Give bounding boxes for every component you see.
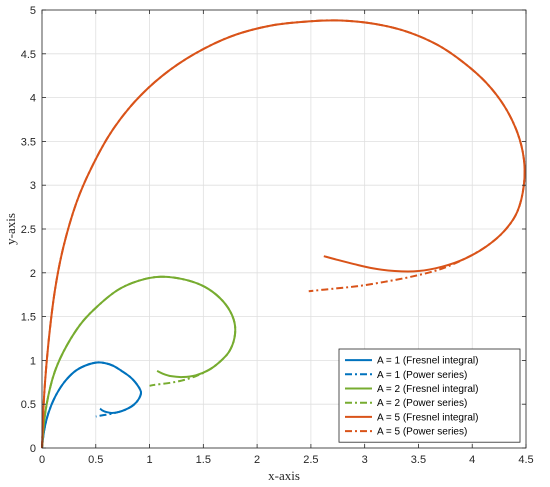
x-axis-label: x-axis [268, 468, 300, 483]
legend-label: A = 2 (Power series) [377, 398, 467, 409]
x-tick-label: 1 [146, 454, 152, 466]
y-tick-label: 2.5 [21, 224, 36, 236]
legend: A = 1 (Fresnel integral) A = 1 (Power ser… [338, 348, 521, 443]
legend-label: A = 1 (Power series) [377, 370, 467, 381]
y-tick-label: 0 [30, 443, 36, 455]
series-layer [41, 19, 526, 449]
y-tick-label: 5 [30, 5, 36, 17]
y-tick-label: 1 [30, 355, 36, 367]
legend-label: A = 2 (Fresnel integral) [377, 384, 478, 395]
y-tick-label: 1.5 [21, 312, 36, 324]
x-tick-label: 3 [362, 454, 368, 466]
x-tick-label: 3.5 [411, 454, 426, 466]
legend-label: A = 5 (Power series) [377, 427, 467, 438]
axis-ticks [41, 9, 527, 449]
x-tick-label: 2 [254, 454, 260, 466]
y-tick-label: 4.5 [21, 49, 36, 61]
series-line-4 [41, 275, 237, 449]
y-tick-label: 3 [30, 180, 36, 192]
y-axis-label: y-axis [3, 213, 18, 245]
x-tick-label: 2.5 [303, 454, 318, 466]
y-tick-label: 2 [30, 268, 36, 280]
series-line-6 [41, 19, 526, 449]
legend-label: A = 5 (Fresnel integral) [377, 412, 478, 423]
x-tick-label: 1.5 [196, 454, 211, 466]
y-tick-label: 4 [30, 93, 36, 105]
series-line-2 [41, 361, 143, 449]
legend-label: A = 1 (Fresnel integral) [377, 356, 478, 367]
x-tick-label: 4 [469, 454, 475, 466]
y-tick-label: 0.5 [21, 399, 36, 411]
tick-labels: 0 0.5 1 1.5 2 2.5 3 3.5 4 4.5 0 0.5 1 1.5 2 2.5 3 3.5 4 4.5… [21, 5, 534, 466]
x-tick-label: 0 [39, 454, 45, 466]
y-tick-label: 3.5 [21, 136, 36, 148]
x-tick-label: 0.5 [88, 454, 103, 466]
legend-box [338, 348, 521, 443]
x-tick-label: 4.5 [518, 454, 533, 466]
